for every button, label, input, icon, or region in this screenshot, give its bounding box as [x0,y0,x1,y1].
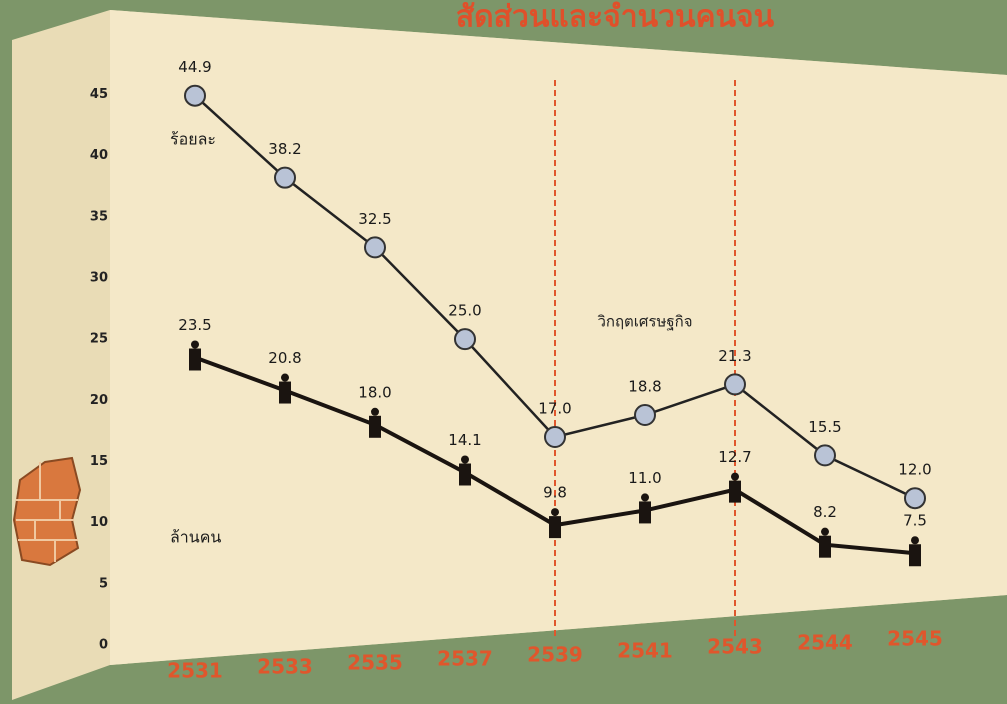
marker-head [821,527,829,536]
marker-head [191,340,199,349]
value-label: 17.0 [538,400,571,418]
value-label: 9.8 [543,484,567,502]
marker-head [731,472,739,481]
value-label: 38.2 [268,140,301,158]
value-label: 20.8 [268,349,301,367]
x-tick-label: 2545 [887,627,943,651]
x-tick-label: 2535 [347,651,403,675]
marker-body [459,463,471,486]
brick-icon [12,456,82,567]
value-label: 7.5 [903,512,927,530]
y-tick-label: 30 [90,270,108,285]
x-tick-label: 2533 [257,655,313,679]
marker [459,455,471,486]
marker [364,236,386,259]
marker-head [281,373,289,382]
x-tick-label: 2537 [437,647,493,671]
value-label: 18.0 [358,383,391,401]
x-tick-label: 2531 [167,659,223,683]
value-label: 44.9 [178,58,211,76]
value-label: 12.7 [718,448,751,466]
series-name: ล้านคน [170,528,221,547]
value-label: 12.0 [898,461,931,479]
marker-body [549,516,561,539]
marker-body [639,501,651,524]
annotation: วิกฤตเศรษฐกิจ [597,313,693,331]
x-tick-label: 2541 [617,639,673,663]
value-label: 11.0 [628,469,661,487]
y-tick-label: 25 [90,332,108,347]
chart-title: สัดส่วนและจำนวนคนจน [456,0,775,35]
value-label: 25.0 [448,302,481,320]
value-label: 32.5 [358,210,391,228]
x-tick-label: 2539 [527,643,583,667]
value-label: 14.1 [448,431,481,449]
y-tick-label: 40 [90,148,108,163]
marker [819,527,831,558]
panel [110,10,1007,665]
series-name: ร้อยละ [170,130,216,149]
y-tick-label: 45 [90,87,108,102]
marker-body [819,535,831,558]
marker-body [909,544,921,567]
x-tick-label: 2543 [707,635,763,659]
marker [724,373,746,396]
marker-head [371,407,379,416]
marker [639,493,651,524]
value-label: 8.2 [813,503,837,521]
marker [369,407,381,438]
value-label: 21.3 [718,347,751,365]
marker [454,328,476,351]
marker [904,487,926,510]
x-tick-label: 2544 [797,631,853,655]
marker-head [461,455,469,464]
marker-body [189,348,201,371]
value-label: 15.5 [808,418,841,436]
y-tick-label: 20 [90,393,108,408]
y-tick-label: 5 [99,576,108,591]
y-tick-label: 0 [99,638,108,653]
marker-body [729,480,741,503]
y-tick-label: 10 [90,515,108,530]
value-label: 18.8 [628,378,661,396]
marker [184,84,206,107]
y-tick-label: 15 [90,454,108,469]
marker [909,536,921,567]
marker [544,426,566,449]
marker [189,340,201,371]
y-tick-label: 35 [90,209,108,224]
marker-body [279,381,291,404]
marker [634,404,656,426]
marker-body [369,415,381,438]
marker-head [911,536,919,545]
marker [274,166,296,189]
marker-head [551,508,559,517]
marker-head [641,493,649,502]
value-label: 23.5 [178,316,211,334]
marker [549,508,561,539]
marker [729,472,741,503]
marker [279,373,291,404]
marker [814,444,836,467]
